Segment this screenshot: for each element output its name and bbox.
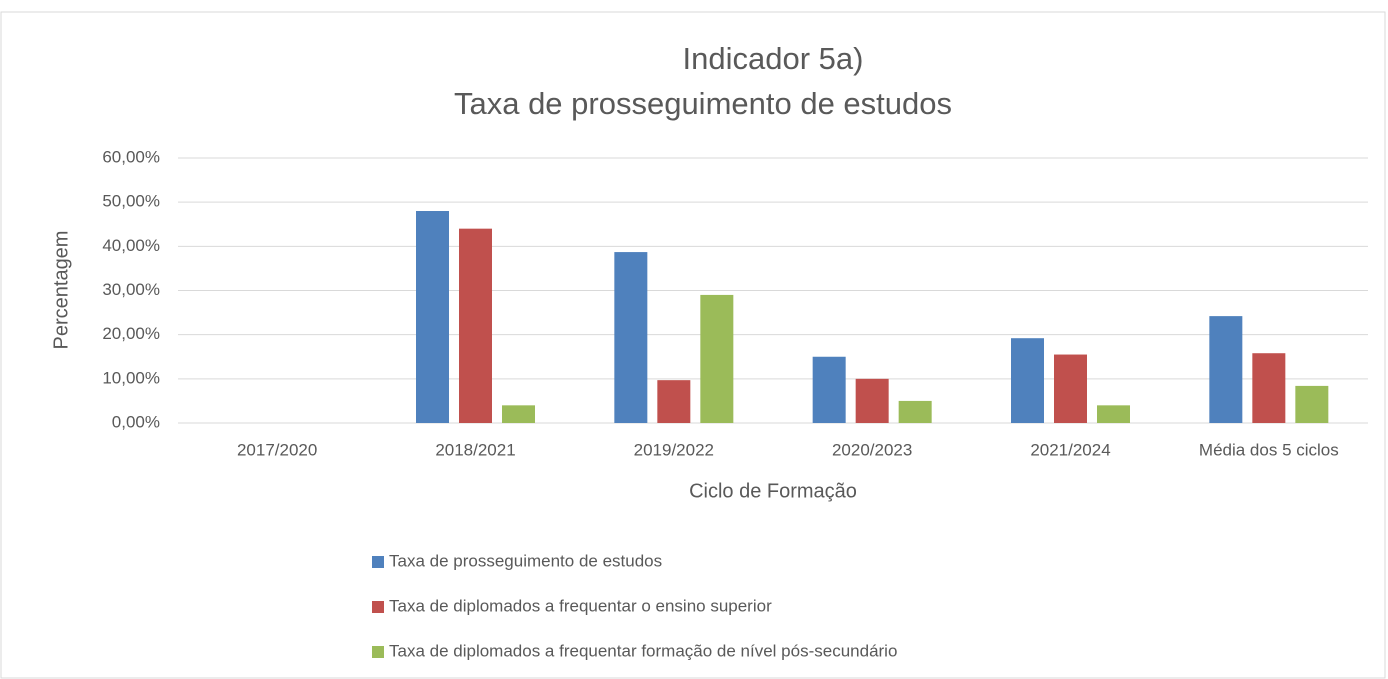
legend-swatch (372, 556, 384, 568)
bar (1209, 316, 1243, 423)
y-tick-label: 10,00% (102, 368, 160, 387)
y-tick-label: 30,00% (102, 280, 160, 299)
x-tick-label: 2021/2024 (1030, 440, 1110, 459)
legend-swatch (372, 646, 384, 658)
x-tick-label: Média dos 5 ciclos (1199, 440, 1339, 459)
x-tick-label: 2017/2020 (237, 440, 317, 459)
legend-label: Taxa de diplomados a frequentar o ensino… (389, 596, 772, 615)
x-tick-label: 2020/2023 (832, 440, 912, 459)
chart-border (0, 11, 1386, 679)
y-tick-label: 0,00% (112, 412, 160, 431)
bar (657, 380, 691, 423)
y-tick-label: 20,00% (102, 324, 160, 343)
bar (898, 400, 932, 423)
y-tick-label: 40,00% (102, 236, 160, 255)
legend-swatch (372, 601, 384, 613)
bar (812, 356, 846, 423)
y-axis-title: Percentagem (50, 231, 72, 350)
bar (416, 211, 449, 423)
y-tick-label: 60,00% (102, 147, 160, 166)
bar (700, 294, 734, 423)
x-tick-label: 2019/2022 (634, 440, 714, 459)
y-tick-label: 50,00% (102, 192, 160, 211)
chart-title: Indicador 5a) (683, 41, 864, 76)
bar (1011, 338, 1044, 423)
bar (1295, 385, 1329, 423)
bar (502, 405, 535, 423)
legend-label: Taxa de diplomados a frequentar formação… (389, 641, 897, 660)
bar (855, 378, 889, 423)
legend-label: Taxa de prosseguimento de estudos (389, 551, 662, 570)
bar (1054, 354, 1087, 423)
bar (459, 228, 492, 423)
bar (614, 252, 648, 423)
bar (1097, 405, 1130, 423)
chart-title: Taxa de prosseguimento de estudos (454, 86, 952, 121)
x-axis-title: Ciclo de Formação (689, 480, 857, 502)
bar (1252, 353, 1286, 423)
x-tick-label: 2018/2021 (435, 440, 515, 459)
